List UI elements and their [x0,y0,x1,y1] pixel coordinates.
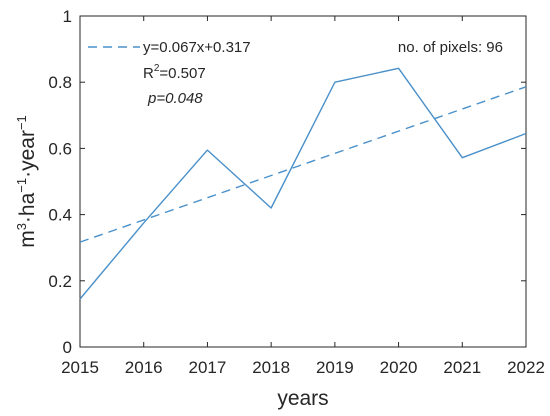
r2-prefix: R [143,65,154,82]
series-layer [79,67,527,300]
r2-superscript: 2 [154,63,160,74]
x-tick-label-3: 2018 [252,358,290,377]
x-tick-label-5: 2020 [380,358,418,377]
x-tick-label-4: 2019 [316,358,354,377]
legend-p-value: p=0.048 [147,90,203,107]
y-tick-label-5: 1 [63,7,72,26]
x-axis-label: years [277,387,328,410]
legend-r-squared: R2=0.507 [143,63,206,82]
x-tick-label-0: 2015 [61,358,99,377]
r2-value: =0.507 [159,65,205,82]
y-tick-label-2: 0.4 [48,206,72,225]
trend-line [79,86,527,243]
y-axis-label: m3·ha−1·year−1 [14,115,39,248]
ylabel-part-0: m [16,230,39,248]
y-tick-label-3: 0.6 [48,139,72,158]
x-tick-label-1: 2016 [125,358,163,377]
legend-equation: y=0.067x+0.317 [143,39,251,56]
x-tick-label-2: 2017 [189,358,227,377]
ylabel-part-2: ·ha [16,192,39,223]
plot-frame [79,15,527,348]
axis-ticks: 2015 2016 2017 2018 2019 2020 2021 2022 0 0.2 0.4 0… [48,7,545,377]
y-tick-label-4: 0.8 [48,73,72,92]
y-tick-label-0: 0 [63,338,72,357]
y-tick-label-1: 0.2 [48,272,72,291]
pixel-count-annotation: no. of pixels: 96 [398,39,503,56]
series-line [79,67,527,300]
x-tick-label-6: 2021 [443,358,481,377]
ylabel-part-1: 3 [14,223,29,230]
ylabel-part-5: −1 [14,115,29,130]
ylabel-part-4: ·year [16,130,39,178]
x-tick-label-7: 2022 [507,358,545,377]
ylabel-part-3: −1 [14,178,29,193]
